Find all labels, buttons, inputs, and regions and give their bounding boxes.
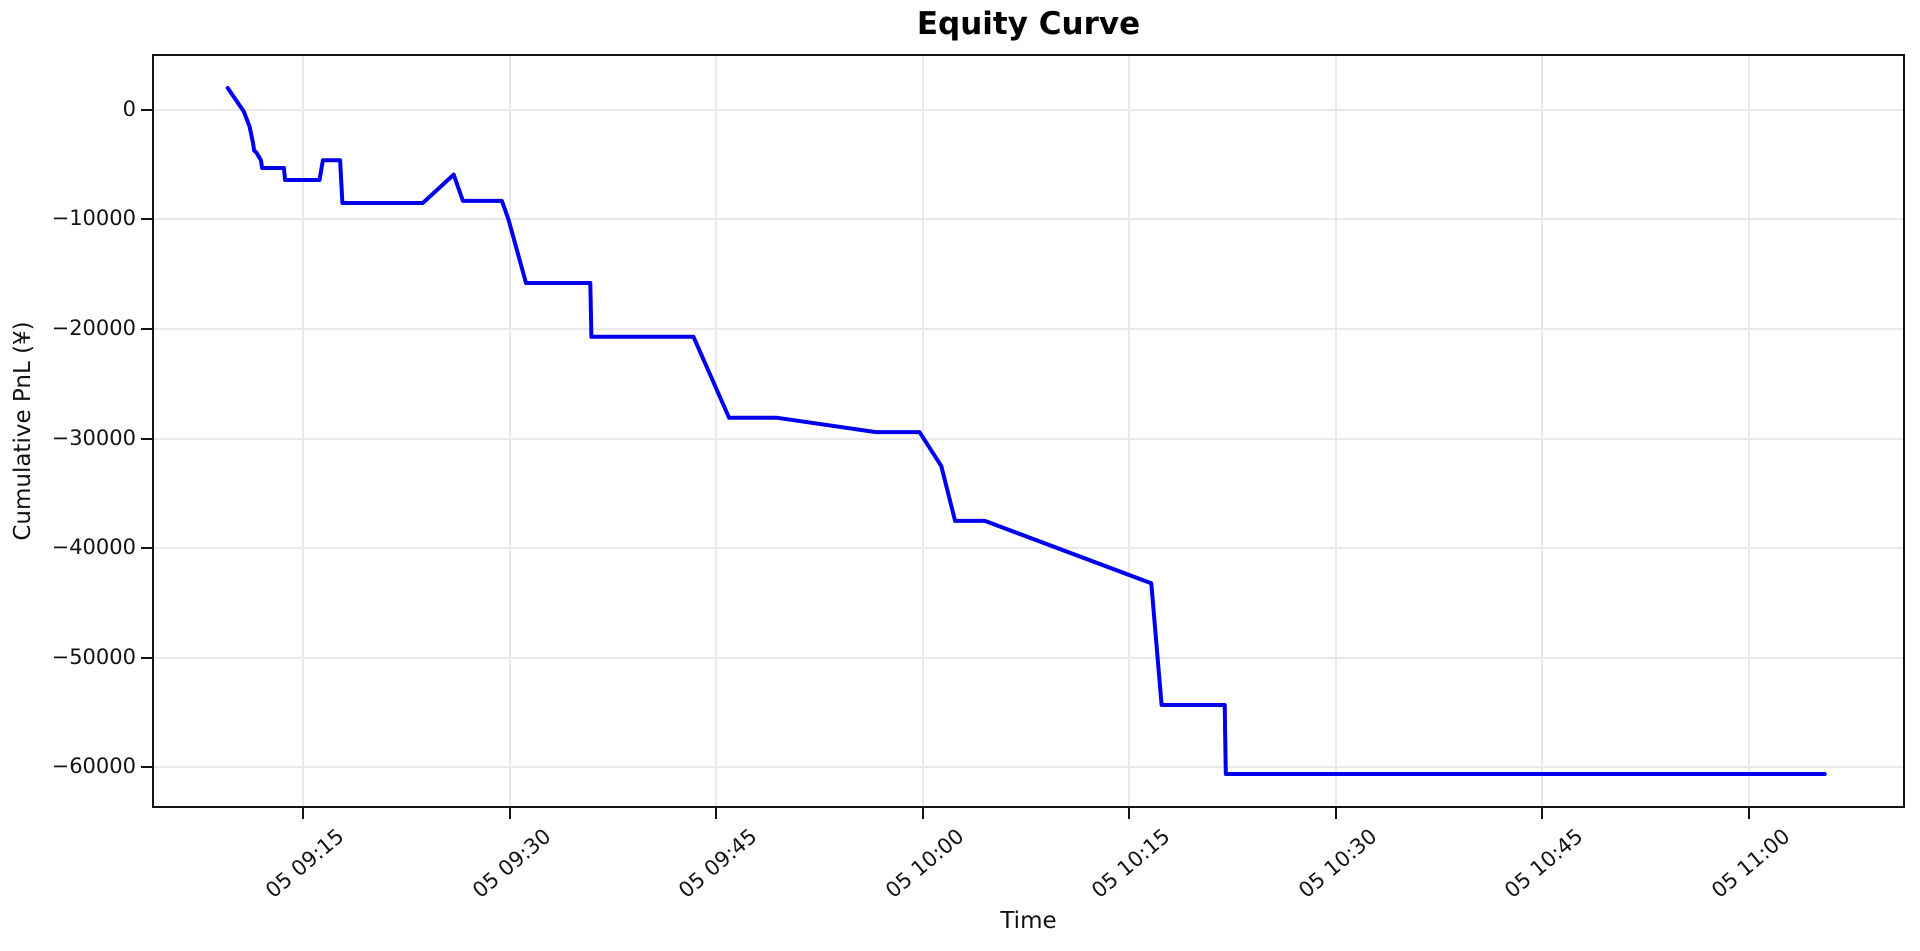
y-gridline: [152, 437, 1905, 440]
x-gridline: [508, 54, 511, 808]
y-gridline: [152, 218, 1905, 221]
chart-title: Equity Curve: [916, 6, 1141, 42]
x-gridline: [921, 54, 924, 808]
y-gridline: [152, 328, 1905, 331]
x-tick-mark: [1334, 808, 1337, 819]
x-tick-mark: [508, 808, 511, 819]
y-tick-mark: [141, 656, 152, 659]
x-gridline: [1541, 54, 1544, 808]
y-tick-label: −20000: [51, 316, 136, 341]
y-gridline: [152, 108, 1905, 111]
x-tick-mark: [1128, 808, 1131, 819]
y-gridline: [152, 766, 1905, 769]
y-tick-label: 0: [122, 96, 136, 121]
y-tick-mark: [141, 547, 152, 550]
y-tick-label: −60000: [51, 754, 136, 779]
x-tick-mark: [1541, 808, 1544, 819]
x-gridline: [302, 54, 305, 808]
y-tick-mark: [141, 766, 152, 769]
x-tick-mark: [715, 808, 718, 819]
y-tick-mark: [141, 218, 152, 221]
y-tick-label: −50000: [51, 644, 136, 669]
equity-curve-line: [225, 86, 1827, 776]
y-tick-mark: [141, 437, 152, 440]
y-gridline: [152, 547, 1905, 550]
x-gridline: [1747, 54, 1750, 808]
x-tick-mark: [921, 808, 924, 819]
x-gridline: [715, 54, 718, 808]
y-tick-label: −40000: [51, 535, 136, 560]
y-tick-mark: [141, 328, 152, 331]
x-axis-label: Time: [1000, 908, 1057, 934]
x-tick-mark: [1747, 808, 1750, 819]
x-gridline: [1334, 54, 1337, 808]
x-tick-mark: [302, 808, 305, 819]
y-tick-label: −30000: [51, 425, 136, 450]
y-tick-label: −10000: [51, 206, 136, 231]
y-gridline: [152, 656, 1905, 659]
y-tick-mark: [141, 108, 152, 111]
x-gridline: [1128, 54, 1131, 808]
